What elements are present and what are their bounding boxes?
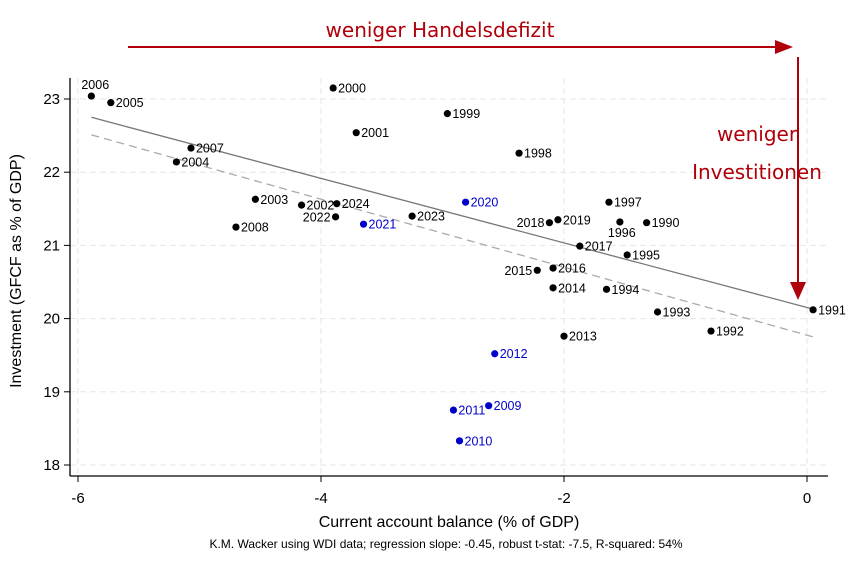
x-tick-label: -6 — [71, 490, 84, 507]
data-point-2008 — [232, 223, 240, 231]
data-point-2021 — [359, 220, 368, 228]
data-point-2013 — [560, 332, 568, 340]
data-point-1991 — [809, 306, 817, 314]
trade-deficit-annotation: weniger Handelsdefizit — [128, 18, 793, 54]
point-label-2013: 2013 — [569, 330, 597, 344]
point-label-2009: 2009 — [494, 399, 522, 413]
point-label-2006: 2006 — [81, 78, 109, 92]
point-label-2008: 2008 — [241, 221, 269, 235]
x-tick-label: 0 — [803, 490, 811, 507]
data-point-1997 — [605, 198, 613, 206]
fit-line-solid — [91, 116, 814, 310]
data-point-2002 — [297, 201, 306, 209]
point-label-2003: 2003 — [260, 193, 288, 207]
arrow-right-icon — [775, 40, 793, 54]
point-label-2019: 2019 — [563, 213, 591, 227]
point-label-2023: 2023 — [417, 210, 445, 224]
data-point-2005 — [107, 99, 115, 107]
investment-annotation: weniger Investitionen — [692, 57, 822, 300]
grid — [70, 78, 828, 476]
source-note: K.M. Wacker using WDI data; regression s… — [209, 537, 682, 551]
y-tick-label: 22 — [43, 164, 60, 181]
point-label-2015: 2015 — [504, 264, 532, 278]
point-label-2004: 2004 — [181, 155, 209, 169]
point-label-1992: 1992 — [716, 325, 744, 339]
data-point-2019 — [554, 216, 562, 224]
data-point-2010 — [455, 437, 464, 445]
data-point-2016 — [549, 264, 557, 272]
data-point-2017 — [576, 242, 584, 250]
y-tick-label: 18 — [43, 457, 60, 474]
vertical-arrow-label-1: weniger — [717, 122, 798, 146]
data-point-2018 — [545, 219, 554, 227]
y-tick-label: 21 — [43, 237, 60, 254]
point-label-1997: 1997 — [614, 196, 642, 210]
fit-lines — [91, 116, 814, 338]
data-point-2012 — [491, 350, 499, 358]
data-point-2006 — [87, 92, 95, 100]
data-point-2020 — [461, 198, 470, 206]
data-point-2001 — [352, 129, 360, 137]
data-point-1990 — [643, 219, 651, 227]
horizontal-arrow-label: weniger Handelsdefizit — [326, 18, 555, 42]
data-point-2023 — [408, 212, 416, 220]
arrow-down-icon — [790, 282, 806, 300]
point-label-2011: 2011 — [458, 404, 485, 418]
data-point-1998 — [515, 149, 523, 157]
x-axis-label: Current account balance (% of GDP) — [319, 514, 580, 531]
fit-line-dashed — [91, 134, 814, 338]
y-axis-label: Investment (GFCF as % of GDP) — [8, 154, 25, 388]
point-label-2005: 2005 — [116, 96, 144, 110]
point-label-2018: 2018 — [517, 216, 545, 230]
point-label-2024: 2024 — [342, 197, 370, 211]
data-point-1995 — [623, 251, 631, 259]
data-point-2014 — [549, 284, 557, 292]
y-tick-label: 23 — [43, 91, 60, 108]
data-point-2000 — [329, 84, 337, 92]
vertical-arrow-label-2: Investitionen — [692, 160, 822, 184]
data-point-2024 — [333, 200, 341, 208]
data-point-2007 — [187, 144, 195, 152]
point-label-1993: 1993 — [663, 306, 691, 320]
point-label-2001: 2001 — [361, 126, 389, 140]
x-tick-label: -4 — [314, 490, 327, 507]
data-point-1994 — [602, 285, 611, 293]
point-label-2002: 2002 — [307, 199, 335, 213]
data-point-2015 — [533, 266, 541, 274]
point-label-2012: 2012 — [500, 347, 528, 361]
point-label-1991: 1991 — [818, 303, 846, 317]
point-label-2000: 2000 — [338, 82, 366, 96]
point-label-2021: 2021 — [369, 218, 397, 232]
point-label-2017: 2017 — [585, 240, 613, 254]
data-point-1996 — [616, 218, 624, 226]
point-label-2022: 2022 — [303, 210, 331, 224]
data-point-1999 — [443, 110, 451, 118]
point-label-1994: 1994 — [612, 283, 640, 297]
y-tick-label: 20 — [43, 311, 60, 328]
point-label-1998: 1998 — [524, 147, 552, 161]
point-label-1995: 1995 — [632, 248, 660, 262]
point-label-2014: 2014 — [558, 281, 586, 295]
data-point-1993 — [653, 308, 662, 316]
point-label-2020: 2020 — [471, 196, 499, 210]
point-label-2016: 2016 — [558, 262, 586, 276]
point-label-2010: 2010 — [465, 434, 493, 448]
y-tick-label: 19 — [43, 384, 60, 401]
data-point-2003 — [251, 195, 259, 203]
data-point-2022 — [331, 213, 340, 221]
data-point-1992 — [707, 327, 715, 335]
point-label-1990: 1990 — [652, 216, 680, 230]
data-point-2009 — [485, 402, 493, 410]
x-tick-label: -2 — [557, 490, 570, 507]
data-point-2004 — [172, 158, 181, 166]
axes — [69, 78, 828, 477]
point-label-1999: 1999 — [452, 107, 480, 121]
point-label-2007: 2007 — [196, 142, 224, 156]
point-label-1996: 1996 — [608, 226, 636, 240]
data-point-2011 — [449, 406, 458, 414]
